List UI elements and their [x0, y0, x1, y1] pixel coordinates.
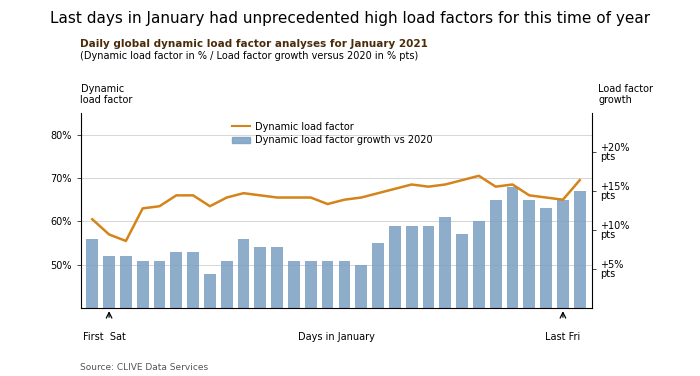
Bar	[86, 239, 98, 376]
Bar	[557, 200, 569, 376]
Bar	[272, 247, 283, 376]
Bar	[204, 274, 216, 376]
Bar	[490, 200, 502, 376]
Bar	[153, 261, 165, 376]
Bar	[238, 239, 249, 376]
Text: Days in January: Days in January	[298, 332, 374, 342]
Text: First  Sat: First Sat	[83, 332, 125, 342]
Bar	[305, 261, 316, 376]
Bar	[524, 200, 536, 376]
Text: Last days in January had unprecedented high load factors for this time of year: Last days in January had unprecedented h…	[50, 11, 650, 26]
Bar	[372, 243, 384, 376]
Bar	[473, 221, 485, 376]
Bar	[423, 226, 434, 376]
Text: Dynamic
load factor: Dynamic load factor	[80, 84, 133, 105]
Bar	[356, 265, 367, 376]
Text: Daily global dynamic load factor analyses for January 2021: Daily global dynamic load factor analyse…	[80, 39, 428, 50]
Bar	[221, 261, 232, 376]
Bar	[406, 226, 417, 376]
Bar	[507, 186, 519, 376]
Bar	[187, 252, 199, 376]
Text: Last Fri: Last Fri	[545, 332, 580, 342]
Bar	[170, 252, 182, 376]
Text: Source: CLIVE Data Services: Source: CLIVE Data Services	[80, 363, 209, 372]
Bar	[288, 261, 300, 376]
Bar	[456, 235, 468, 376]
Bar	[440, 217, 451, 376]
Text: Load factor
growth: Load factor growth	[598, 84, 654, 105]
Text: (Dynamic load factor in % / Load factor growth versus 2020 in % pts): (Dynamic load factor in % / Load factor …	[80, 51, 419, 61]
Bar	[120, 256, 132, 376]
Bar	[322, 261, 333, 376]
Legend: Dynamic load factor, Dynamic load factor growth vs 2020: Dynamic load factor, Dynamic load factor…	[228, 118, 436, 149]
Bar	[540, 208, 552, 376]
Bar	[339, 261, 350, 376]
Bar	[136, 261, 148, 376]
Bar	[574, 191, 586, 376]
Bar	[389, 226, 400, 376]
Bar	[103, 256, 115, 376]
Bar	[255, 247, 266, 376]
